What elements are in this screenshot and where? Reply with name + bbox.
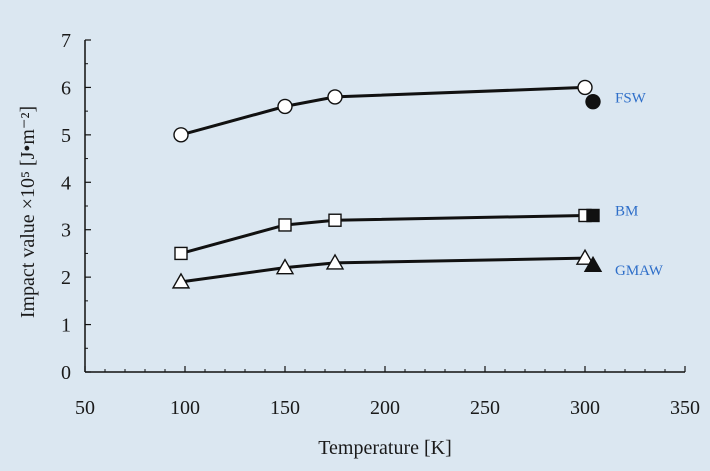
y-tick-label: 4 xyxy=(61,172,71,194)
x-tick-label: 150 xyxy=(270,397,300,419)
labels-layer: FSW BM GMAW xyxy=(615,90,664,279)
y-tick-label: 1 xyxy=(61,315,71,337)
data-point xyxy=(278,218,292,232)
x-tick-label: 200 xyxy=(370,397,400,419)
data-point xyxy=(171,272,191,289)
x-axis-title: Temperature [K] xyxy=(318,437,452,459)
y-tick-label: 6 xyxy=(61,77,71,99)
series-label-gmaw: GMAW xyxy=(615,263,664,279)
y-tick-label: 7 xyxy=(61,30,71,52)
series-label-fsw: FSW xyxy=(615,90,647,106)
data-point xyxy=(275,258,295,275)
x-tick-label: 250 xyxy=(470,397,500,419)
series-line-fsw xyxy=(180,85,586,137)
data-point xyxy=(327,89,343,105)
data-point xyxy=(575,248,595,265)
series-line-bm xyxy=(180,213,586,255)
y-tick-label: 2 xyxy=(61,267,71,289)
x-tick-label: 300 xyxy=(570,397,600,419)
axes: 50 100 150 200 250 300 350 0 1 2 3 4 5 6 7 xyxy=(61,30,700,419)
x-tick-label: 100 xyxy=(170,397,200,419)
series-layer xyxy=(171,79,603,289)
data-point xyxy=(328,213,342,227)
y-tick-label: 0 xyxy=(61,362,71,384)
series-line-gmaw xyxy=(180,256,586,284)
data-point xyxy=(173,127,189,143)
series-fsw xyxy=(173,79,601,143)
filled-data-point xyxy=(583,255,603,272)
y-tick-label: 5 xyxy=(61,125,71,147)
y-axis-title: Impact value ×10⁵ [J•m⁻²] xyxy=(17,106,39,318)
filled-data-point xyxy=(585,93,601,110)
y-tick-label: 3 xyxy=(61,220,71,242)
data-point xyxy=(325,253,345,270)
series-label-bm: BM xyxy=(615,203,638,219)
data-point xyxy=(277,98,293,115)
filled-data-point xyxy=(586,208,600,223)
data-point xyxy=(577,79,593,96)
x-tick-label: 350 xyxy=(670,397,700,419)
x-tick-label: 50 xyxy=(75,397,95,419)
data-point xyxy=(174,246,188,261)
series-gmaw xyxy=(171,248,603,289)
series-bm xyxy=(174,208,600,261)
